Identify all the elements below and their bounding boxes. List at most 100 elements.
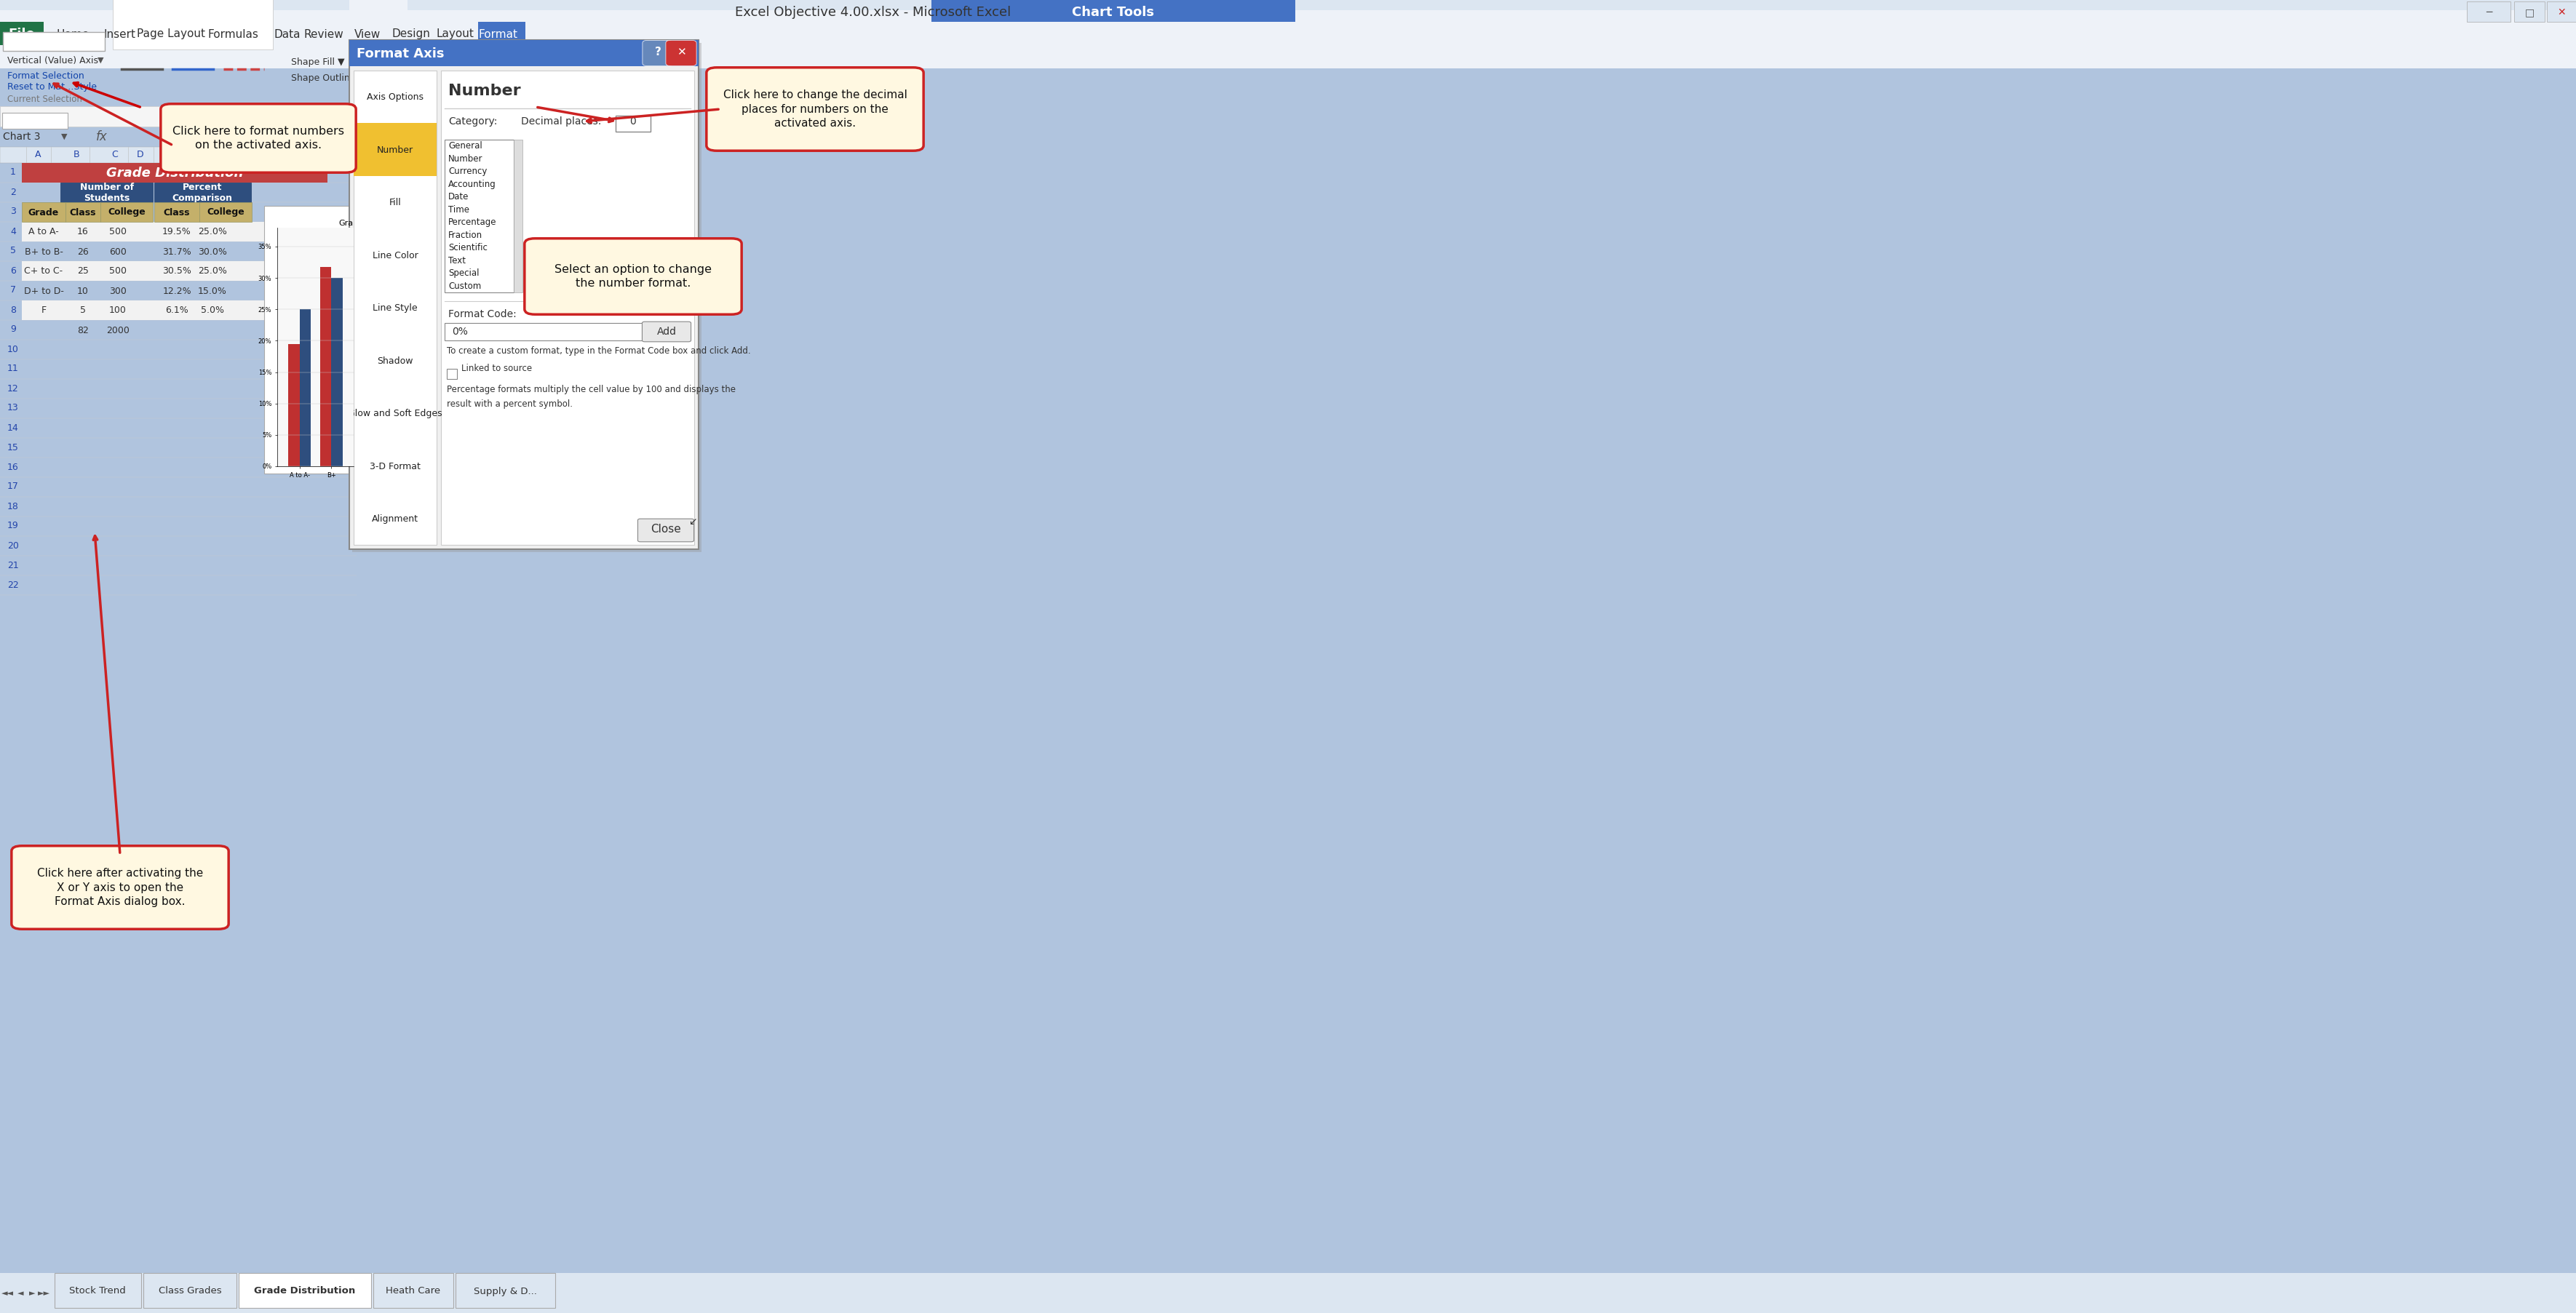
Text: ◄◄: ◄◄ [0, 1289, 13, 1297]
FancyBboxPatch shape [100, 202, 152, 222]
FancyBboxPatch shape [198, 202, 252, 222]
Text: Date: Date [448, 193, 469, 202]
Text: Grade Distribution: Grade Distribution [106, 167, 242, 180]
Text: Time: Time [448, 205, 469, 214]
FancyBboxPatch shape [21, 222, 276, 242]
Text: Page Layout: Page Layout [137, 29, 206, 39]
Text: F: F [204, 150, 209, 160]
Text: 7: 7 [10, 285, 15, 295]
FancyBboxPatch shape [616, 116, 649, 131]
Text: Percent
Comparison: Percent Comparison [173, 183, 232, 204]
FancyBboxPatch shape [155, 202, 198, 222]
FancyBboxPatch shape [353, 43, 701, 551]
Text: Number: Number [448, 154, 482, 164]
Text: result with a percent symbol.: result with a percent symbol. [446, 399, 572, 408]
FancyBboxPatch shape [2465, 1, 2509, 22]
Text: 19.5%: 19.5% [162, 227, 191, 236]
Text: Gra: Gra [340, 219, 353, 227]
FancyBboxPatch shape [456, 1274, 554, 1308]
Text: Click here after activating the
X or Y axis to open the
Format Axis dialog box.: Click here after activating the X or Y a… [36, 868, 204, 907]
Text: H: H [270, 150, 276, 160]
Text: A to A-: A to A- [28, 227, 59, 236]
Text: 5: 5 [80, 306, 85, 315]
FancyBboxPatch shape [160, 104, 355, 172]
Text: Add: Add [657, 327, 675, 337]
FancyBboxPatch shape [155, 183, 250, 202]
FancyBboxPatch shape [21, 163, 327, 183]
Text: 6.1%: 6.1% [165, 306, 188, 315]
FancyBboxPatch shape [350, 0, 407, 50]
FancyBboxPatch shape [350, 39, 698, 549]
FancyBboxPatch shape [446, 323, 644, 340]
Text: 600: 600 [108, 247, 126, 256]
Text: ◄: ◄ [18, 1289, 23, 1297]
Text: Special: Special [448, 269, 479, 278]
Text: Scientific: Scientific [448, 243, 487, 253]
Text: 82: 82 [77, 326, 88, 335]
Text: □: □ [2524, 8, 2532, 17]
Text: 1: 1 [10, 168, 15, 177]
FancyBboxPatch shape [639, 519, 693, 542]
Text: Format: Format [479, 29, 518, 39]
Text: E: E [173, 150, 178, 160]
FancyBboxPatch shape [3, 113, 67, 129]
Text: Text: Text [448, 256, 466, 265]
Text: Decimal places:: Decimal places: [520, 117, 600, 126]
Text: 30.5%: 30.5% [162, 267, 191, 276]
FancyBboxPatch shape [2545, 1, 2576, 22]
Text: ✕: ✕ [677, 47, 685, 58]
FancyBboxPatch shape [0, 22, 2576, 45]
Text: Number: Number [376, 146, 412, 155]
Text: Class Grades: Class Grades [157, 1287, 222, 1296]
FancyBboxPatch shape [446, 369, 456, 379]
Text: 500: 500 [108, 227, 126, 236]
Text: B: B [72, 150, 80, 160]
Text: B+ to B-: B+ to B- [23, 247, 62, 256]
Text: A: A [33, 150, 41, 160]
Text: Click here to format numbers
on the activated axis.: Click here to format numbers on the acti… [173, 126, 345, 151]
FancyBboxPatch shape [641, 41, 672, 66]
Text: Review: Review [304, 29, 343, 39]
Text: Alignment: Alignment [371, 515, 417, 524]
FancyBboxPatch shape [706, 67, 922, 151]
Text: Axis Options: Axis Options [366, 93, 422, 102]
Text: Accounting: Accounting [448, 180, 497, 189]
FancyBboxPatch shape [0, 22, 44, 45]
FancyBboxPatch shape [353, 71, 435, 545]
Text: G: G [237, 150, 245, 160]
Text: Grade Distribution: Grade Distribution [255, 1287, 355, 1296]
FancyBboxPatch shape [0, 1274, 2576, 1313]
Text: I: I [301, 150, 304, 160]
Text: Current Selection: Current Selection [8, 95, 82, 104]
Text: College: College [108, 207, 144, 217]
FancyBboxPatch shape [265, 206, 355, 474]
Text: 13: 13 [8, 403, 18, 412]
Text: Format Code:: Format Code: [448, 309, 515, 319]
Text: C+ to C-: C+ to C- [23, 267, 62, 276]
Bar [332, 278, 343, 466]
Text: 10: 10 [77, 286, 88, 295]
Text: Home: Home [57, 29, 90, 39]
Text: C: C [111, 150, 118, 160]
Text: 6: 6 [10, 265, 15, 276]
Text: 2000: 2000 [106, 326, 129, 335]
FancyBboxPatch shape [374, 1274, 453, 1308]
Text: Supply & D...: Supply & D... [474, 1287, 536, 1296]
Text: Fill: Fill [389, 198, 402, 207]
Text: Fraction: Fraction [448, 231, 482, 240]
Text: 10: 10 [8, 344, 18, 355]
Text: ▼: ▼ [98, 56, 103, 64]
Text: Percentage: Percentage [448, 218, 497, 227]
Text: Category:: Category: [448, 117, 497, 126]
Text: Data: Data [273, 29, 301, 39]
Text: 31.7%: 31.7% [162, 247, 191, 256]
Text: 3-D Format: 3-D Format [368, 462, 420, 471]
FancyBboxPatch shape [3, 32, 106, 51]
Text: Close: Close [652, 524, 680, 534]
FancyBboxPatch shape [0, 0, 2576, 22]
FancyBboxPatch shape [353, 123, 435, 176]
Text: Design: Design [392, 29, 430, 39]
FancyBboxPatch shape [2514, 1, 2545, 22]
Text: F: F [41, 306, 46, 315]
Text: Line Style: Line Style [374, 303, 417, 312]
